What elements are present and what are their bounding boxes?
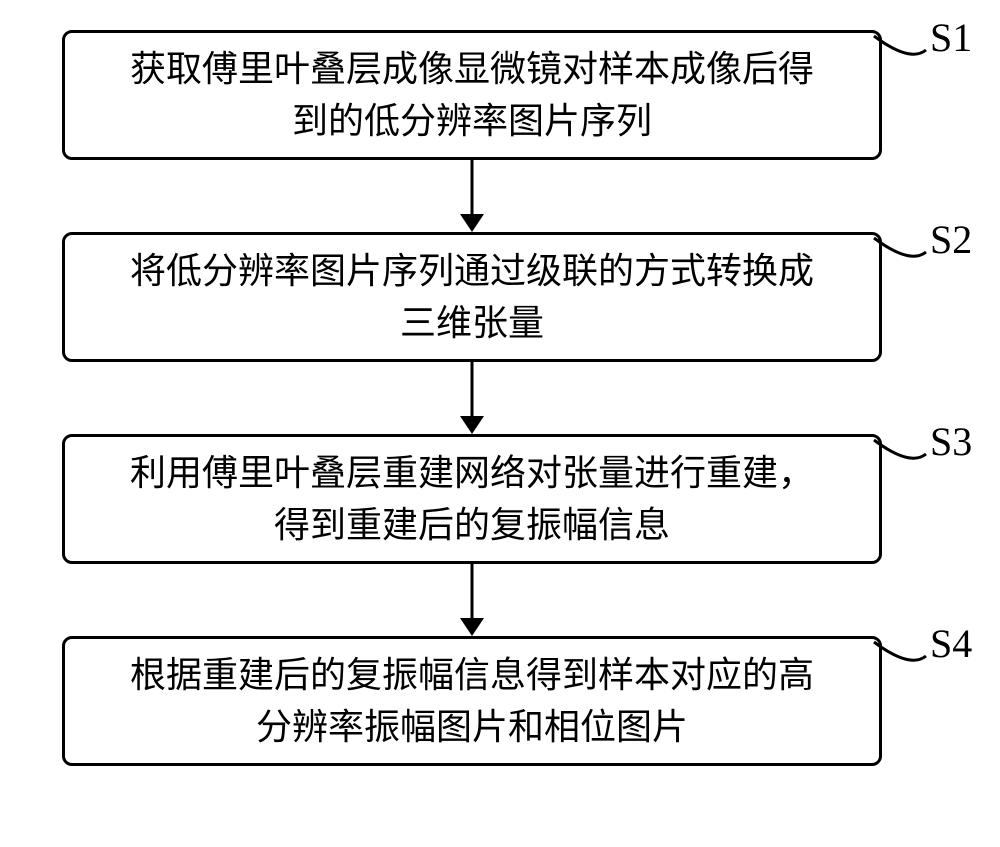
flowchart-canvas: 获取傅里叶叠层成像显微镜对样本成像后得 到的低分辨率图片序列S1将低分辨率图片序…: [0, 0, 1000, 847]
connector-s4: [0, 0, 1000, 847]
